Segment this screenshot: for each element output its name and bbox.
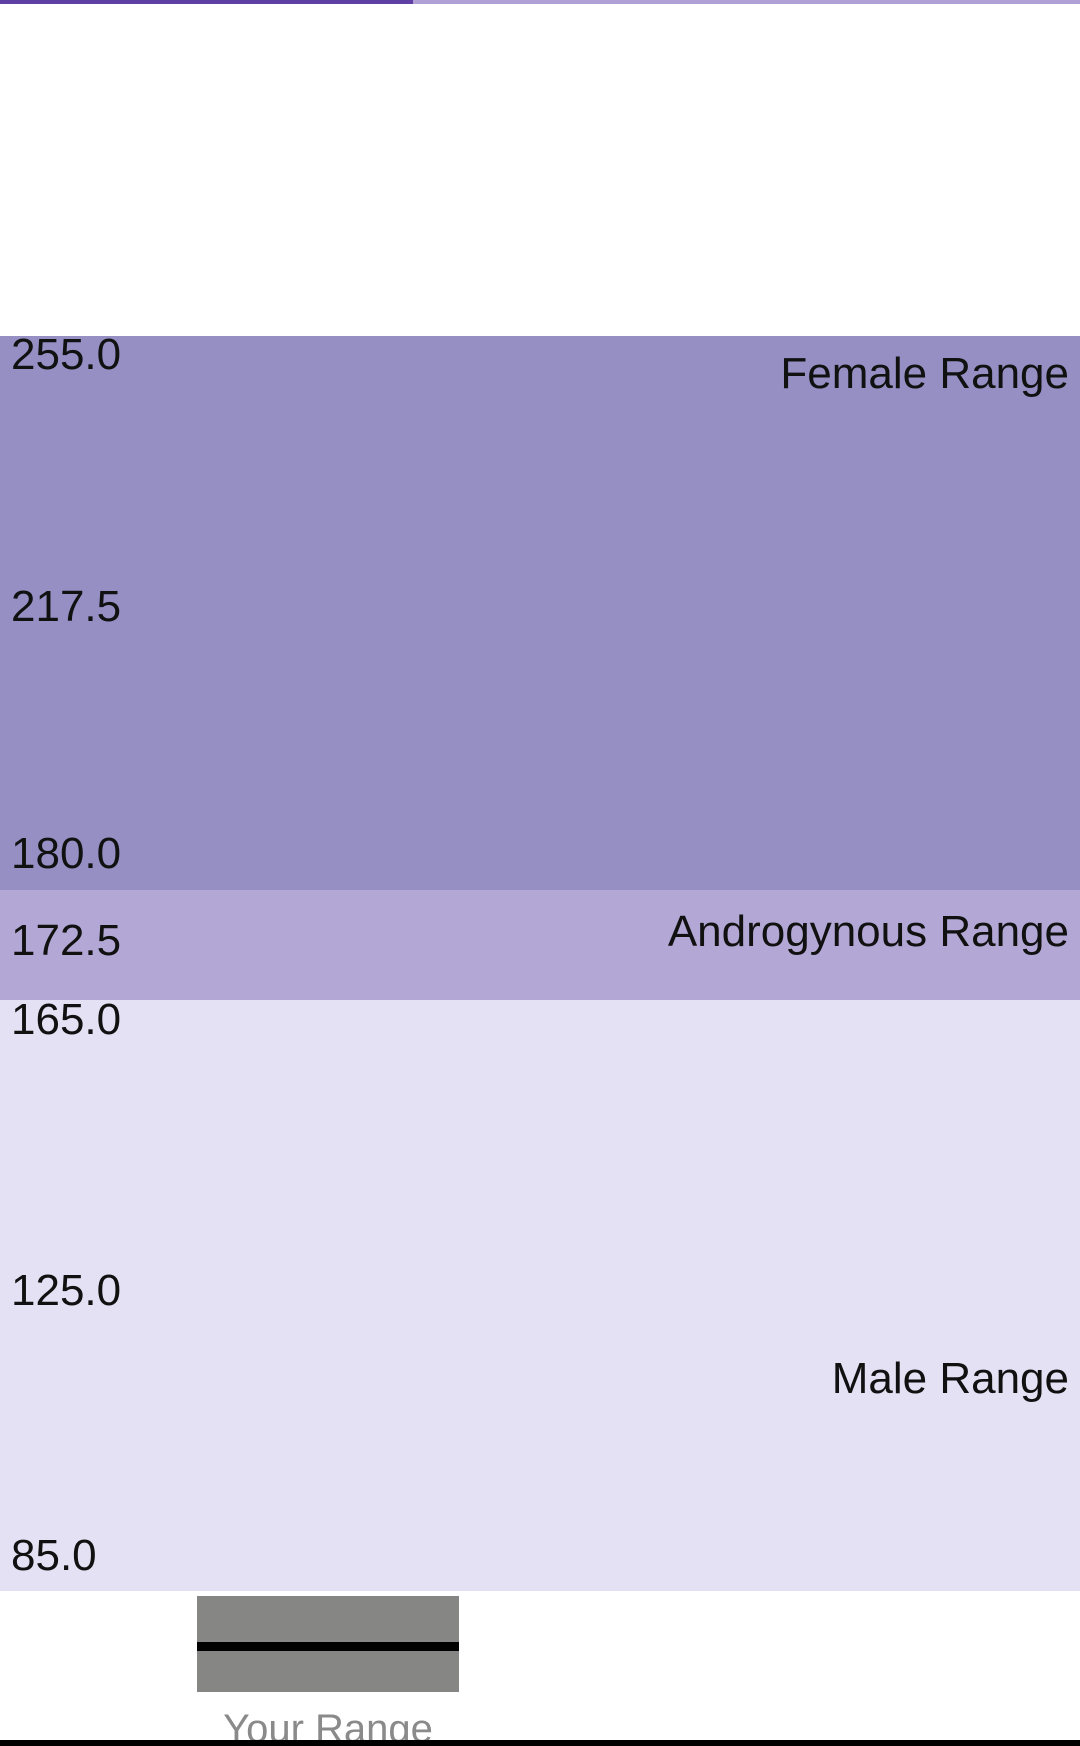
progress-done <box>0 0 413 4</box>
scale-label: 217.5 <box>11 582 121 631</box>
scale-label: 180.0 <box>11 829 121 878</box>
progress-rest <box>413 0 1080 4</box>
scale-label: 255.0 <box>11 330 121 379</box>
your-range-label: Your Range <box>223 1707 433 1746</box>
male-band <box>0 1000 1080 1591</box>
scale-label: 165.0 <box>11 995 121 1044</box>
scale-label: 172.5 <box>11 916 121 965</box>
female-band <box>0 336 1080 890</box>
bottom-bar <box>0 1740 1080 1746</box>
scale-label: 125.0 <box>11 1266 121 1315</box>
scale-label: 85.0 <box>11 1531 97 1580</box>
androgynous-band <box>0 890 1080 1000</box>
your-range-line <box>197 1642 459 1651</box>
band-label: Male Range <box>832 1354 1069 1403</box>
band-label: Androgynous Range <box>668 907 1069 956</box>
band-label: Female Range <box>780 349 1069 398</box>
